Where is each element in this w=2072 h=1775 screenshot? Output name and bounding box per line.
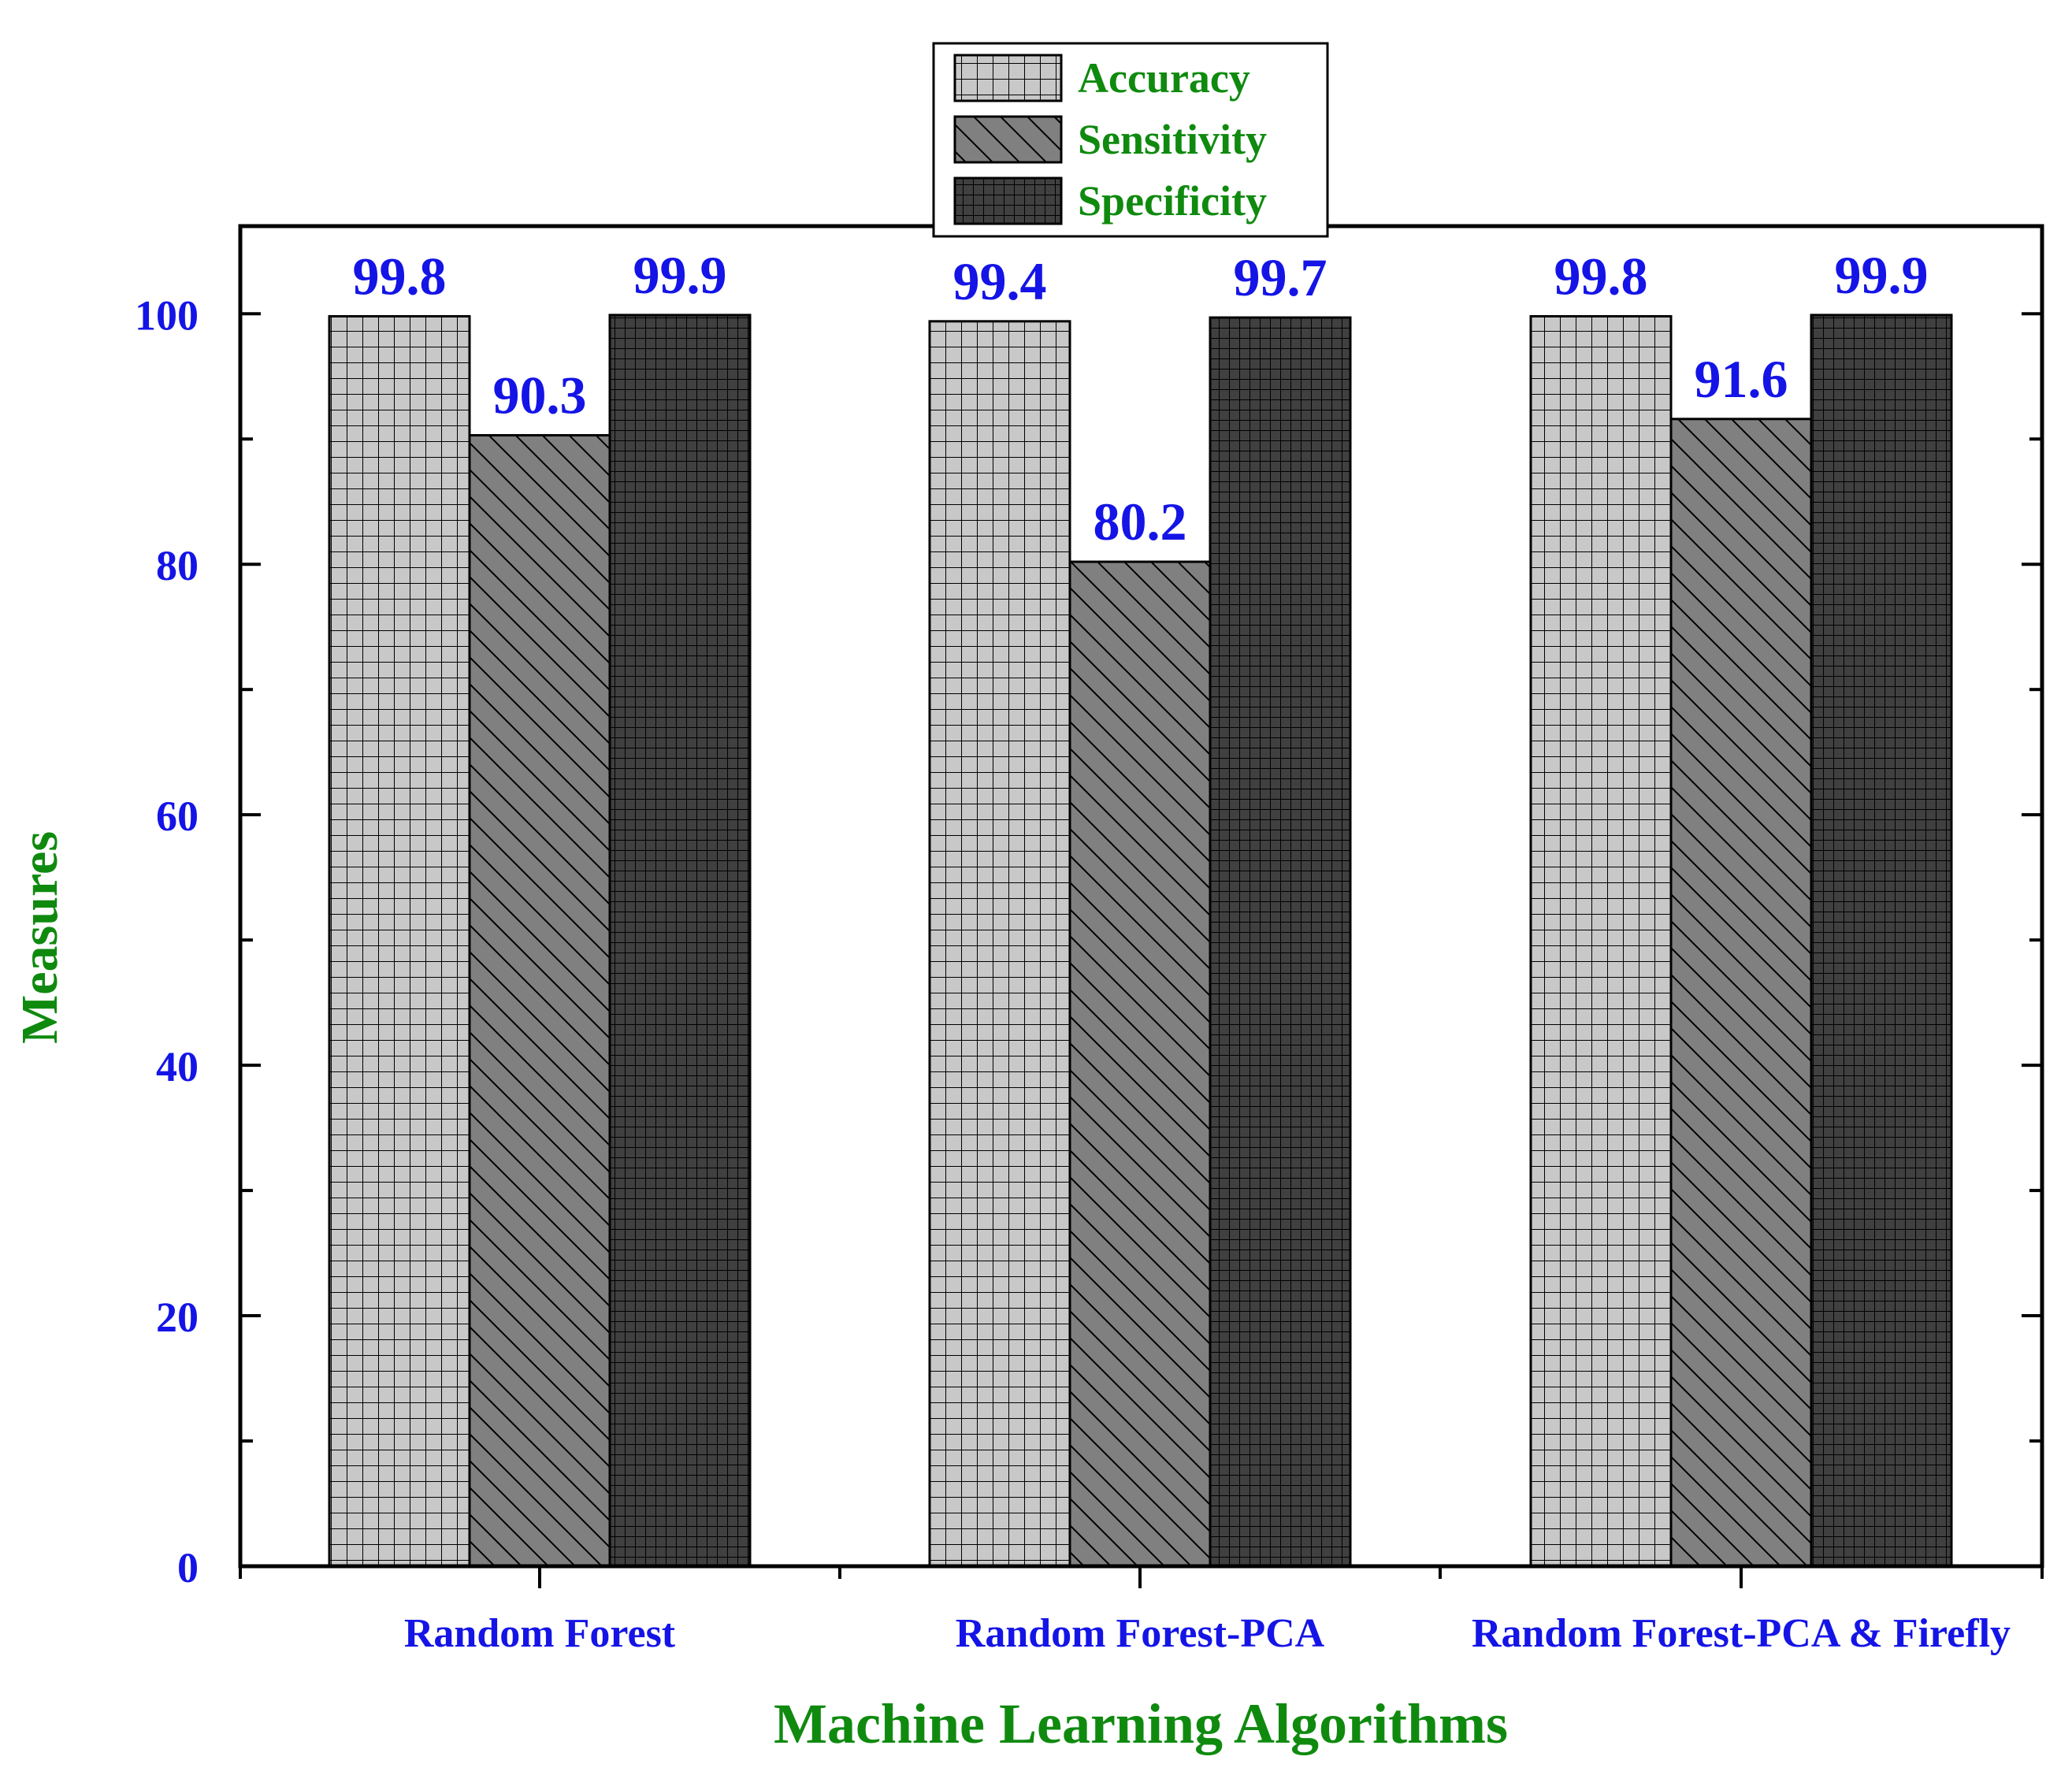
- bar-specificity-random-forest: [608, 314, 752, 1568]
- y-tick-label-40: 40: [156, 1043, 199, 1090]
- data-label-sensitivity-random-forest: 90.3: [493, 365, 587, 425]
- legend-label-sensitivity: Sensitivity: [1078, 116, 1267, 163]
- x-tick-label-random-forest-pca: Random Forest-PCA: [956, 1611, 1325, 1656]
- data-label-sensitivity-random-forest-pca-firefly: 91.6: [1695, 349, 1788, 409]
- bar-sensitivity-random-forest-pca-firefly: [1669, 418, 1813, 1568]
- x-tick-label-random-forest: Random Forest: [404, 1611, 676, 1656]
- data-label-accuracy-random-forest: 99.8: [353, 246, 447, 306]
- bar-sensitivity-random-forest: [468, 433, 611, 1568]
- legend-swatch-accuracy: [953, 54, 1063, 102]
- legend-swatch-specificity: [953, 176, 1063, 225]
- y-axis: 0 20 40 60 80 100: [135, 292, 2042, 1591]
- bar-accuracy-random-forest-pca: [928, 320, 1071, 1568]
- y-axis-title: Measures: [11, 831, 69, 1044]
- y-tick-label-60: 60: [156, 793, 199, 840]
- data-label-specificity-random-forest-pca-firefly: 99.9: [1835, 245, 1929, 305]
- x-axis: Random Forest Random Forest-PCA Random For…: [239, 1566, 2044, 1656]
- y-tick-label-0: 0: [177, 1544, 199, 1591]
- data-label-accuracy-random-forest-pca-firefly: 99.8: [1554, 246, 1648, 306]
- data-label-specificity-random-forest: 99.9: [633, 245, 727, 305]
- data-label-specificity-random-forest-pca: 99.7: [1234, 247, 1327, 307]
- y-tick-label-100: 100: [135, 292, 199, 339]
- legend-swatch-sensitivity: [953, 115, 1063, 164]
- bar-accuracy-random-forest-pca-firefly: [1529, 314, 1673, 1568]
- legend: Accuracy Sensitivity Specificity: [932, 42, 1329, 238]
- bar-sensitivity-random-forest-pca: [1068, 560, 1212, 1568]
- bar-specificity-random-forest-pca-firefly: [1810, 314, 1953, 1568]
- bars-layer: [328, 314, 1953, 1568]
- bar-accuracy-random-forest: [328, 314, 471, 1568]
- legend-label-accuracy: Accuracy: [1078, 54, 1250, 102]
- data-label-sensitivity-random-forest-pca: 80.2: [1094, 492, 1187, 551]
- x-axis-title: Machine Learning Algorithms: [774, 1692, 1508, 1755]
- y-tick-label-20: 20: [156, 1294, 199, 1341]
- legend-label-specificity: Specificity: [1078, 177, 1267, 225]
- x-tick-label-random-forest-pca-firefly: Random Forest-PCA & Firefly: [1472, 1611, 2011, 1656]
- data-label-accuracy-random-forest-pca: 99.4: [953, 251, 1047, 311]
- bar-specificity-random-forest-pca: [1209, 316, 1352, 1568]
- data-labels-layer: 99.8 90.3 99.9 99.4 80.2 99.7 99.8 91.6 99.9: [353, 245, 1929, 551]
- y-tick-label-80: 80: [156, 542, 199, 589]
